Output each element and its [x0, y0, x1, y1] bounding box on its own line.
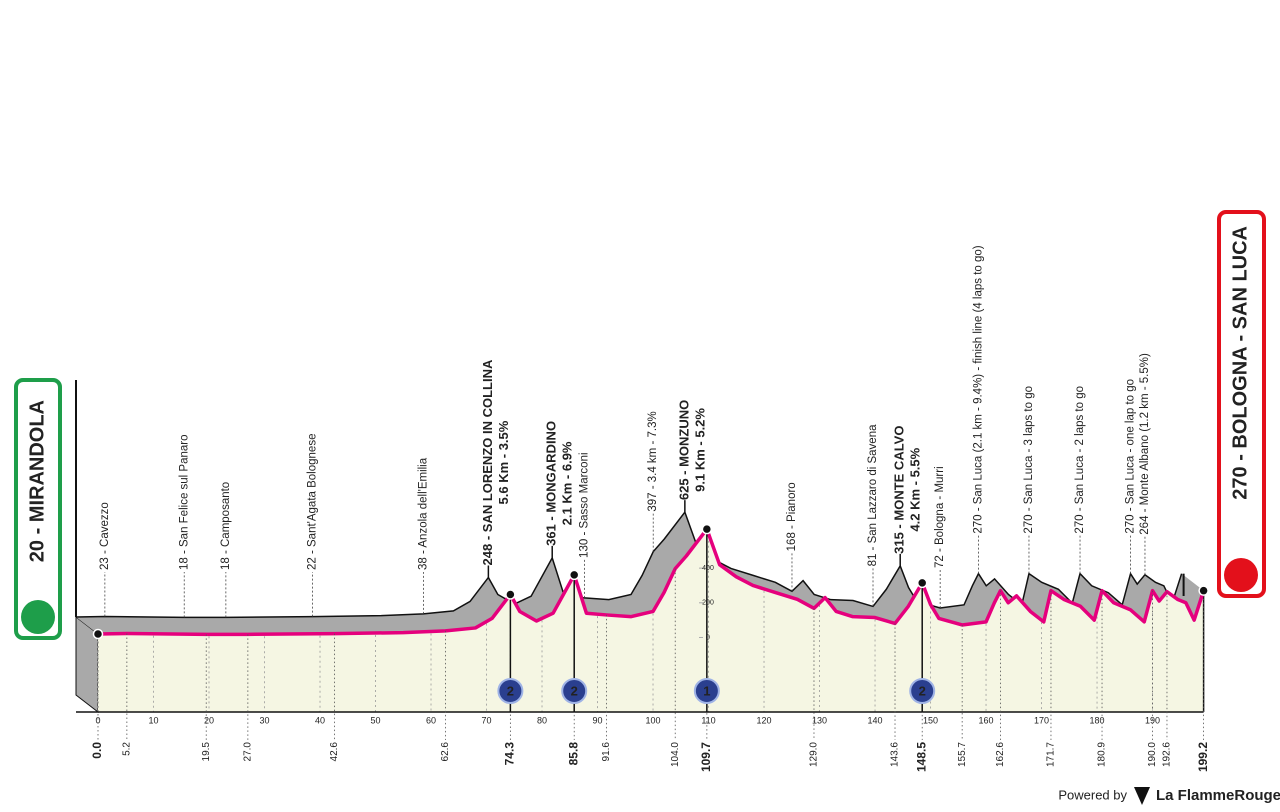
location-label: 397 - 3.4 km - 7.3%: [647, 411, 659, 511]
climb-name: 361 - MONGARDINO: [544, 421, 559, 546]
profile-line: [97, 527, 1206, 637]
climb-badge: [497, 678, 524, 704]
x-tick-label: 50: [371, 715, 381, 725]
x-tick-label: 110: [701, 715, 715, 725]
km-label: 180.9: [1097, 742, 1108, 767]
finish-dot: [1198, 585, 1209, 596]
climb-detail: 2.1 Km - 6.9%: [560, 441, 575, 525]
x-tick-label: 30: [259, 715, 269, 725]
brand-logo: [1134, 787, 1150, 805]
climb-name: 625 - MONZUNO: [676, 400, 691, 500]
location-label: 270 - San Luca - 3 laps to go: [1023, 386, 1035, 534]
climb-badge: [693, 678, 720, 704]
climb-name: 315 - MONTE CALVO: [892, 426, 907, 554]
x-tick-label: 160: [979, 715, 994, 725]
km-label: 190.0: [1147, 742, 1158, 767]
x-tick-label: 70: [482, 715, 492, 725]
climb-dot: [568, 569, 580, 581]
climb-dot: [916, 577, 928, 589]
climb-category: 2: [571, 683, 578, 698]
km-label: 85.8: [566, 742, 580, 766]
location-label: 270 - San Luca - one lap to go: [1125, 379, 1137, 534]
start-dot: [92, 628, 104, 640]
profile-face: [98, 529, 1204, 712]
km-label: 91.6: [601, 742, 612, 762]
finish-box: [1217, 210, 1266, 598]
km-label: 171.7: [1046, 742, 1057, 767]
start-label: 20 - MIRANDOLA: [26, 400, 48, 562]
x-tick-label: 100: [646, 715, 661, 725]
climb-category: 2: [507, 683, 514, 698]
location-label: 81 - San Lazzaro di Savena: [867, 424, 879, 567]
profile-ridge: [75, 510, 1183, 619]
climb-badge: [909, 678, 936, 704]
y-tick-label: 0: [706, 634, 710, 641]
x-tick-label: 150: [923, 715, 938, 725]
profile-top: [76, 512, 1204, 635]
x-tick-label: 60: [426, 715, 436, 725]
km-label: 192.6: [1162, 742, 1173, 767]
location-label: 18 - San Felice sul Panaro: [178, 434, 190, 570]
km-label: 143.6: [890, 742, 901, 767]
x-tick-label: 80: [537, 715, 547, 725]
x-tick-label: 120: [757, 715, 772, 725]
x-tick-label: 90: [593, 715, 603, 725]
climb-badge: [561, 678, 588, 704]
climb-detail: 5.6 Km - 3.5%: [496, 420, 511, 504]
climb-name: 248 - SAN LORENZO IN COLLINA: [480, 359, 495, 565]
x-tick-label: 20: [204, 715, 214, 725]
km-label: 109.7: [699, 742, 713, 772]
x-tick-label: 0: [95, 715, 100, 725]
km-label: 0.0: [90, 742, 104, 759]
y-tick-label: 400: [702, 565, 714, 572]
start-box: [14, 378, 62, 640]
finish-icon: [1224, 558, 1258, 592]
climb-category: 1: [703, 683, 710, 698]
location-label: 264 - Monte Albano (1.2 km - 5.5%): [1139, 353, 1151, 535]
location-label: 23 - Cavezzo: [99, 502, 111, 570]
finish-label: 270 - BOLOGNA - SAN LUCA: [1229, 226, 1251, 500]
x-tick-label: 40: [315, 715, 325, 725]
brand: La FlammeRouge: [1156, 787, 1280, 804]
km-label: 148.5: [914, 742, 928, 772]
km-label: 155.7: [957, 742, 968, 767]
km-label: 5.2: [122, 742, 133, 756]
climb-detail: 9.1 Km - 5.2%: [692, 408, 707, 492]
location-label: 168 - Pianoro: [786, 482, 798, 551]
climb-category: 2: [919, 683, 926, 698]
location-label: 270 - San Luca (2.1 km - 9.4%) - finish …: [972, 245, 984, 533]
km-label: 27.0: [242, 742, 253, 762]
location-label: 72 - Bologna - Murri: [934, 466, 946, 568]
km-label: 162.6: [995, 742, 1006, 767]
km-label: 129.0: [809, 742, 820, 767]
km-label: 62.6: [440, 742, 451, 762]
powered-by: Powered by: [1058, 787, 1127, 802]
km-label: 74.3: [503, 742, 517, 766]
x-tick-label: 10: [148, 715, 158, 725]
location-label: 130 - Sasso Marconi: [578, 452, 590, 557]
km-label: 42.6: [329, 742, 340, 762]
km-label: 104.0: [670, 742, 681, 767]
location-label: 22 - Sant'Agata Bolognese: [306, 434, 318, 570]
x-tick-label: 170: [1034, 715, 1049, 725]
x-tick-label: 180: [1090, 715, 1105, 725]
climb-dot: [505, 589, 516, 600]
y-tick-label: 200: [702, 600, 714, 607]
x-tick-label: 130: [812, 715, 827, 725]
start-icon: [21, 600, 55, 634]
x-tick-label: 140: [868, 715, 883, 725]
km-label: 19.5: [201, 742, 212, 762]
x-tick-label: 190: [1145, 715, 1160, 725]
km-label: 199.2: [1196, 742, 1210, 772]
location-label: 270 - San Luca - 2 laps to go: [1074, 386, 1086, 534]
location-label: 18 - Camposanto: [220, 482, 232, 570]
climb-detail: 4.2 Km - 5.5%: [908, 447, 923, 531]
location-label: 38 - Anzola dell'Emilia: [417, 457, 429, 570]
climb-dot: [701, 523, 713, 535]
